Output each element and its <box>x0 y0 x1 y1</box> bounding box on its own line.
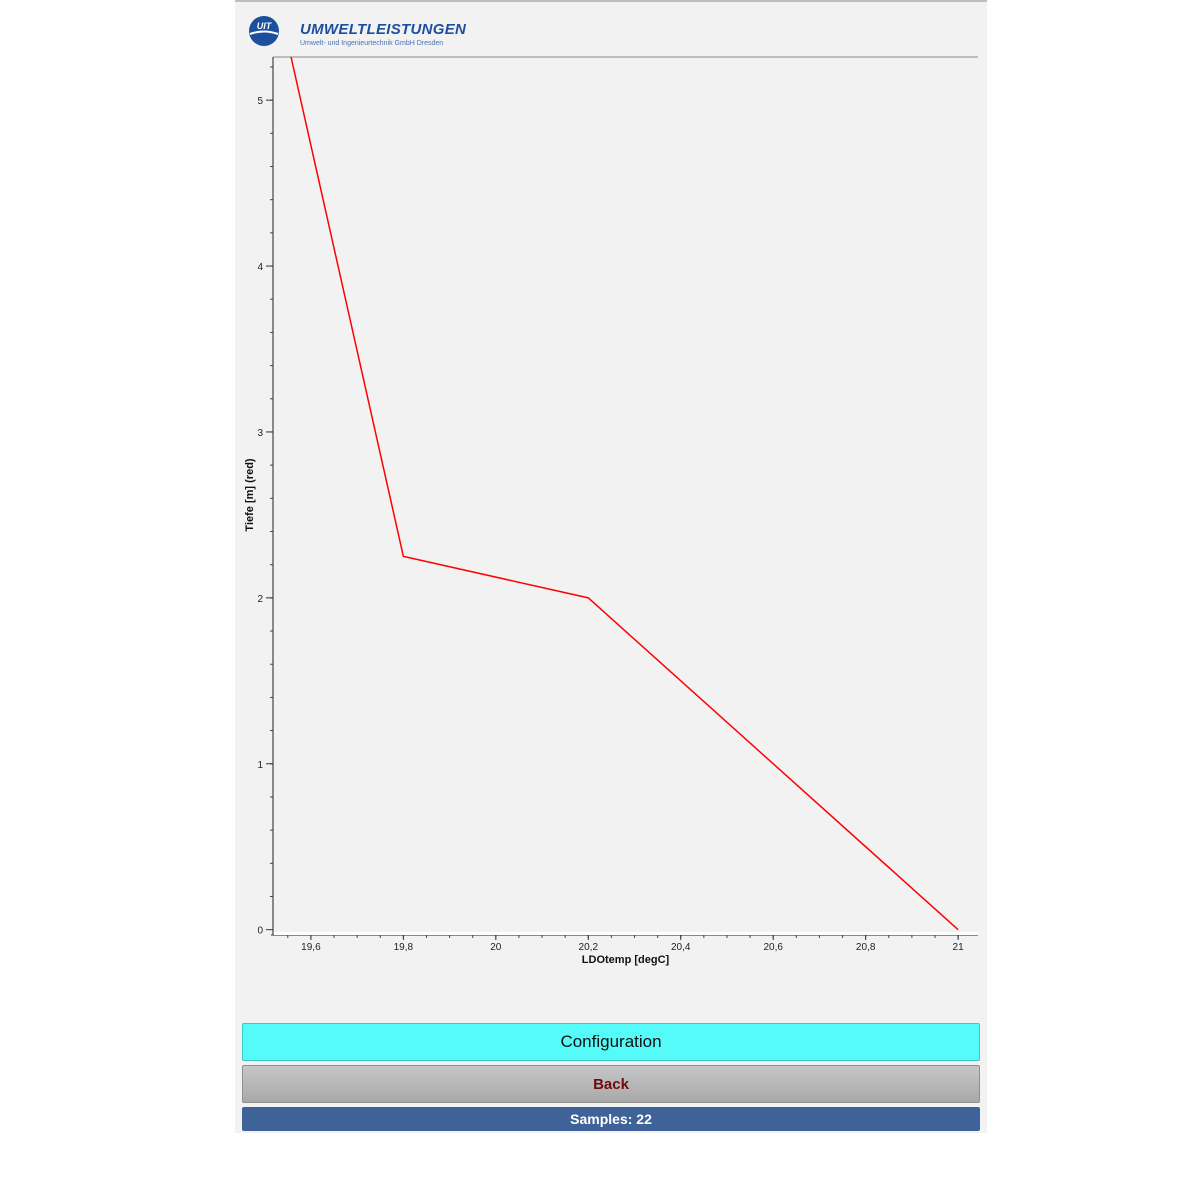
x-tick-label: 19,6 <box>301 942 321 953</box>
y-tick-label: 5 <box>257 96 263 107</box>
x-tick-label: 20,4 <box>671 942 691 953</box>
logo-title: UMWELTLEISTUNGEN <box>300 21 467 38</box>
app-screen: UIT UMWELTLEISTUNGEN Umwelt- und Ingenie… <box>235 0 987 1133</box>
series-line <box>290 56 959 931</box>
plot-area <box>273 57 978 933</box>
x-tick-label: 21 <box>953 942 965 953</box>
x-axis-label: LDOtemp [degC] <box>582 954 670 966</box>
logo: UIT UMWELTLEISTUNGEN Umwelt- und Ingenie… <box>248 15 488 49</box>
x-tick-label: 20,2 <box>579 942 599 953</box>
y-axis-label: Tiefe [m] (red) <box>244 458 256 531</box>
y-tick-label: 2 <box>257 594 263 605</box>
back-button[interactable]: Back <box>242 1065 980 1103</box>
depth-chart: 19,6 19,8 20 20,2 20,4 20,6 20,8 21 0 1 2 3 4 5 LDOtem… <box>244 56 978 966</box>
y-tick-label: 1 <box>257 760 263 771</box>
x-tick-label: 20,8 <box>856 942 876 953</box>
x-tick-label: 20,6 <box>763 942 783 953</box>
x-axis-highlight <box>274 932 978 935</box>
uit-logo-icon: UIT <box>249 16 279 46</box>
svg-text:UIT: UIT <box>257 21 273 31</box>
samples-status: Samples: 22 <box>242 1107 980 1131</box>
y-tick-label: 4 <box>257 262 263 273</box>
x-tick-label: 19,8 <box>394 942 414 953</box>
configuration-button[interactable]: Configuration <box>242 1023 980 1061</box>
y-tick-label: 3 <box>257 428 263 439</box>
logo-subtitle: Umwelt- und Ingenieurtechnik GmbH Dresde… <box>300 40 444 47</box>
x-tick-label: 20 <box>490 942 502 953</box>
y-tick-label: 0 <box>257 926 263 937</box>
